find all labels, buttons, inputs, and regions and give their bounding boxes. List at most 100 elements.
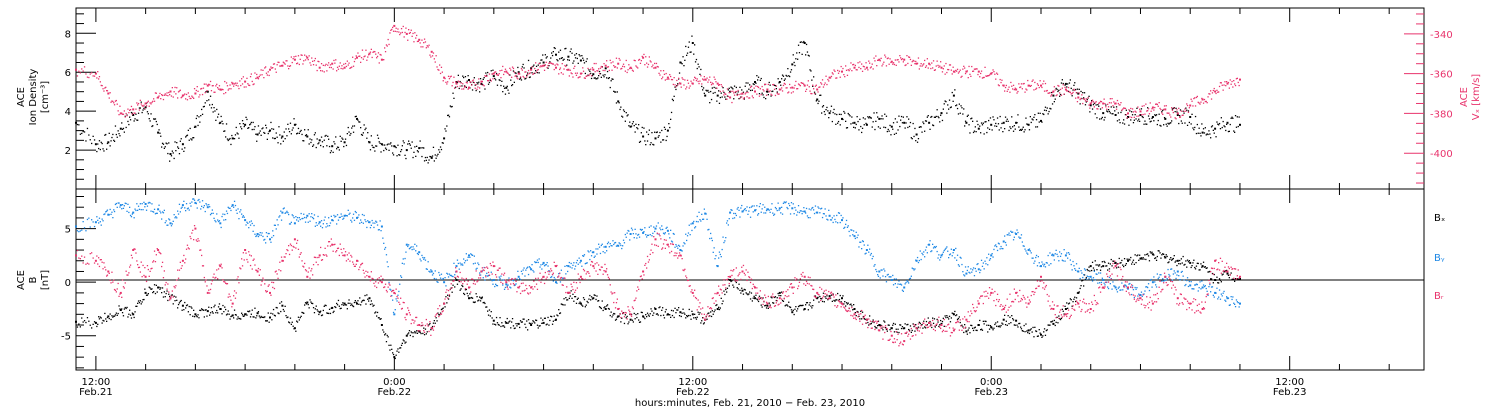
by-trace-dot <box>593 256 595 258</box>
bx-trace-dot <box>696 316 698 318</box>
bx-trace-dot <box>483 301 485 304</box>
speed-trace-dot <box>817 91 819 93</box>
density-trace-dot <box>988 119 990 122</box>
density-trace-dot <box>342 138 344 140</box>
speed-trace-dot <box>1156 103 1158 106</box>
bx-trace-dot <box>472 301 475 303</box>
bx-trace-dot <box>174 300 176 302</box>
speed-point <box>579 72 582 75</box>
speed-trace-dot <box>552 63 554 65</box>
by-trace-dot <box>619 243 621 245</box>
density-trace-dot <box>114 125 117 127</box>
density-trace-dot <box>1157 119 1159 122</box>
by-trace-dot <box>899 283 901 285</box>
bx-trace-dot <box>1034 326 1036 328</box>
speed-trace-dot <box>741 96 743 98</box>
speed-trace-dot <box>957 72 960 74</box>
speed-trace-dot <box>801 82 803 84</box>
density-trace-dot <box>425 159 427 161</box>
bx-trace-dot <box>545 324 547 326</box>
density-trace-dot <box>694 61 697 63</box>
bx-trace-dot <box>1072 301 1074 303</box>
speed-trace-dot <box>416 34 418 37</box>
bx-trace-dot <box>342 302 344 304</box>
bx-trace-dot <box>582 305 584 307</box>
speed-trace-dot <box>117 110 119 112</box>
density-trace-dot <box>925 120 928 122</box>
by-trace-dot <box>748 210 750 212</box>
by-trace-dot <box>436 281 438 283</box>
bx-trace-dot <box>710 311 712 313</box>
speed-trace-dot <box>740 93 742 95</box>
density-trace-dot <box>664 128 666 130</box>
bx-trace-dot <box>337 299 340 302</box>
bx-trace-dot <box>199 309 201 311</box>
by-trace-dot <box>427 261 429 263</box>
bx-trace-dot <box>718 306 720 308</box>
bx-trace-dot <box>694 317 697 319</box>
speed-trace-dot <box>262 69 264 71</box>
density-trace-dot <box>142 109 144 111</box>
density-trace-dot <box>1067 83 1069 85</box>
density-trace-dot <box>1221 126 1223 129</box>
bx-trace-dot <box>1234 280 1236 282</box>
speed-trace-dot <box>224 80 226 83</box>
speed-trace-dot <box>1051 94 1053 96</box>
speed-trace-dot <box>962 68 964 70</box>
density-trace-dot <box>345 144 348 147</box>
speed-trace-dot <box>1167 112 1169 114</box>
by-trace-dot <box>785 201 787 203</box>
by-trace-dot <box>310 216 312 218</box>
density-trace-dot <box>1103 119 1105 121</box>
by-trace-dot <box>660 229 662 231</box>
speed-trace-dot <box>823 84 825 86</box>
bx-trace-dot <box>678 315 681 317</box>
by-trace-dot <box>889 276 891 278</box>
bx-trace-dot <box>621 317 623 319</box>
density-trace-dot <box>842 118 844 121</box>
bx-trace-dot <box>1216 276 1218 278</box>
density-point <box>343 141 346 144</box>
speed-trace-dot <box>596 70 598 72</box>
bx-point <box>468 297 470 300</box>
speed-trace-dot <box>794 84 796 87</box>
density-trace-dot <box>222 123 224 125</box>
density-trace-dot <box>260 134 262 136</box>
by-trace-dot <box>589 258 591 261</box>
density-trace-dot <box>365 127 367 129</box>
density-trace-dot <box>333 141 335 143</box>
density-trace-dot <box>637 128 639 130</box>
speed-trace-dot <box>129 109 131 111</box>
bx-trace-dot <box>178 302 181 304</box>
bx-trace-dot <box>758 295 761 297</box>
bx-trace-dot <box>917 326 920 328</box>
speed-trace-dot <box>401 31 403 34</box>
speed-trace-dot <box>1146 110 1148 112</box>
bx-trace-dot <box>408 332 410 334</box>
speed-trace-dot <box>904 64 906 67</box>
speed-trace-dot <box>914 63 916 65</box>
by-trace-dot <box>624 233 626 236</box>
bx-trace-dot <box>1100 266 1103 268</box>
density-trace-dot <box>146 111 149 113</box>
by-trace-dot <box>942 251 944 253</box>
density-trace-dot <box>122 127 125 130</box>
bx-trace-dot <box>1209 270 1211 273</box>
by-trace-dot <box>98 217 101 219</box>
density-trace-dot <box>324 135 326 137</box>
bx-trace-dot <box>299 317 301 319</box>
speed-trace-dot <box>548 62 550 64</box>
density-trace-dot <box>1036 126 1039 128</box>
bx-trace-dot <box>935 324 937 326</box>
bx-trace-dot <box>798 305 801 307</box>
density-trace-dot <box>1037 112 1039 114</box>
density-trace-dot <box>215 119 217 121</box>
bx-trace-dot <box>752 297 754 299</box>
density-trace-dot <box>606 70 609 73</box>
bx-trace-dot <box>882 329 884 331</box>
bx-trace-dot <box>1184 263 1186 266</box>
density-trace-dot <box>1138 118 1140 120</box>
speed-point <box>1214 90 1217 93</box>
density-trace-dot <box>785 74 787 77</box>
bx-trace-dot <box>559 312 561 315</box>
